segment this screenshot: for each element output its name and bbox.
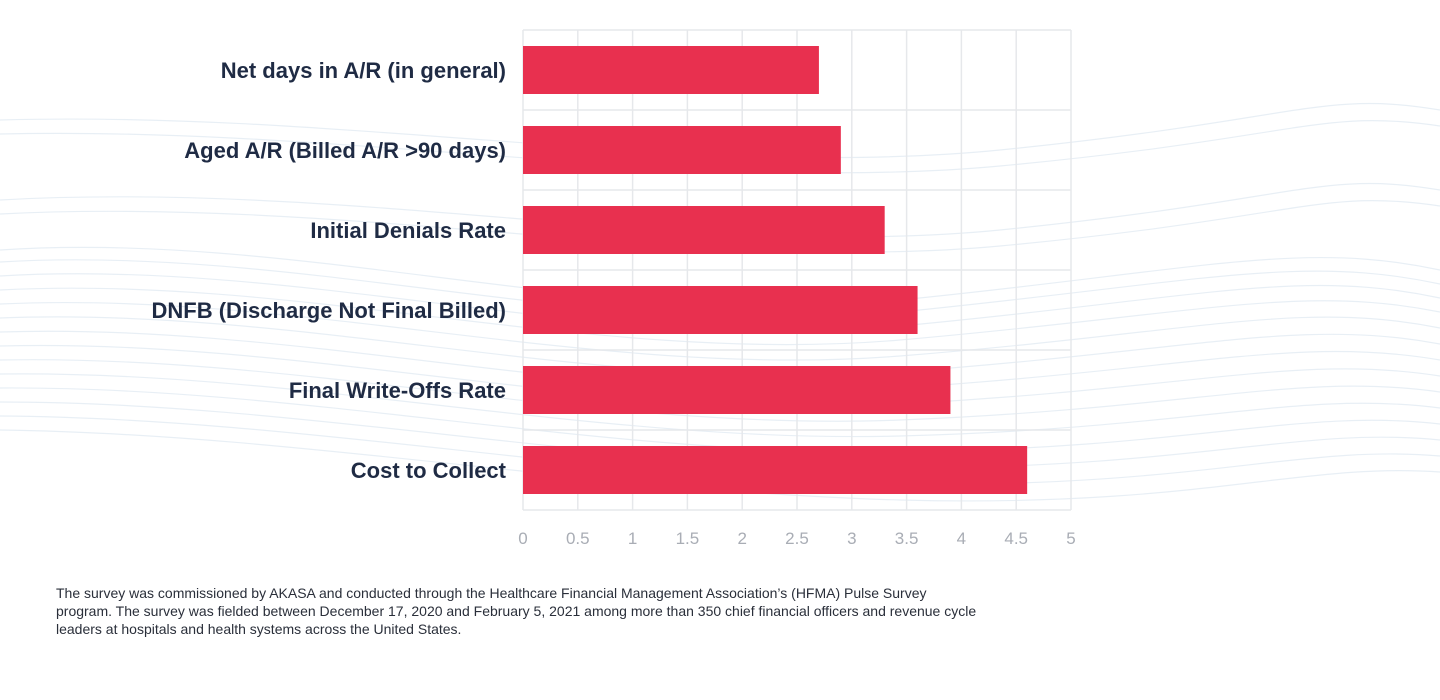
- category-label: Cost to Collect: [351, 458, 507, 483]
- category-label: Initial Denials Rate: [310, 218, 506, 243]
- x-tick-label: 4: [957, 529, 966, 548]
- bar: [523, 366, 951, 414]
- x-tick-label: 3.5: [895, 529, 919, 548]
- bar: [523, 126, 841, 174]
- bar-chart: Net days in A/R (in general) Aged A/R (Bi…: [152, 29, 1076, 548]
- category-label: Final Write-Offs Rate: [289, 378, 506, 403]
- x-tick-label: 2: [737, 529, 746, 548]
- x-tick-label: 2.5: [785, 529, 809, 548]
- grid-lines: [522, 29, 1072, 511]
- survey-footnote: The survey was commissioned by AKASA and…: [56, 585, 977, 637]
- x-tick-label: 1: [628, 529, 637, 548]
- x-tick-label: 1.5: [676, 529, 700, 548]
- bars: [523, 46, 1028, 494]
- category-label: DNFB (Discharge Not Final Billed): [152, 298, 506, 323]
- x-axis-tick-labels: 0 0.5 1 1.5 2 2.5 3 3.5 4 4.5 5: [518, 529, 1075, 548]
- x-tick-label: 0: [518, 529, 527, 548]
- x-tick-label: 5: [1066, 529, 1075, 548]
- category-label: Aged A/R (Billed A/R >90 days): [184, 138, 506, 163]
- bar: [523, 206, 885, 254]
- x-tick-label: 3: [847, 529, 856, 548]
- category-label: Net days in A/R (in general): [221, 58, 506, 83]
- x-tick-label: 0.5: [566, 529, 590, 548]
- x-tick-label: 4.5: [1004, 529, 1028, 548]
- bar: [523, 446, 1028, 494]
- bar: [523, 286, 918, 334]
- bar: [523, 46, 819, 94]
- category-labels: Net days in A/R (in general) Aged A/R (Bi…: [152, 58, 507, 483]
